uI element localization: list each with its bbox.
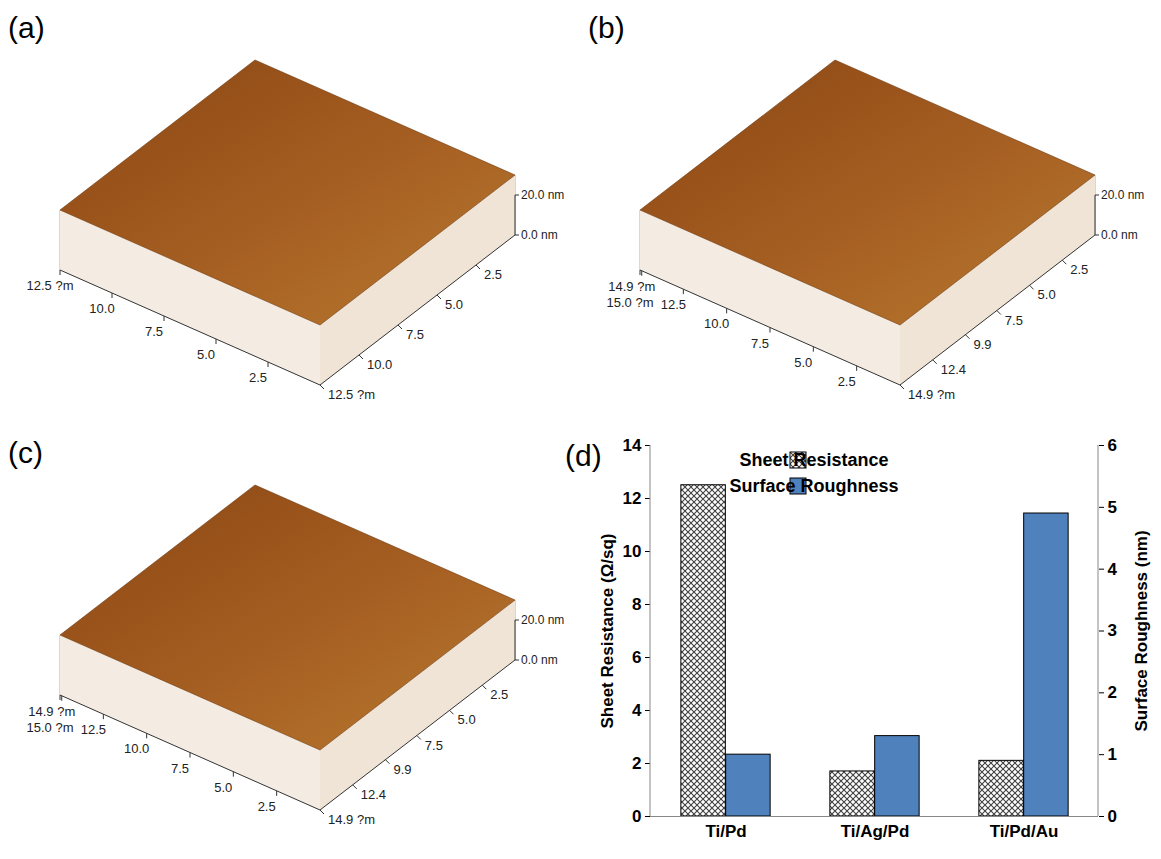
svg-text:12.4: 12.4	[361, 787, 386, 802]
svg-text:7.5: 7.5	[1005, 313, 1023, 328]
svg-text:9.9: 9.9	[393, 762, 411, 777]
svg-text:5.0: 5.0	[214, 780, 232, 795]
svg-text:12.5 ?m: 12.5 ?m	[27, 278, 74, 293]
svg-text:Sheet Resistance: Sheet Resistance	[739, 450, 888, 470]
svg-text:2: 2	[1108, 683, 1117, 702]
svg-text:2.5: 2.5	[838, 374, 856, 389]
svg-text:20.0 nm: 20.0 nm	[521, 613, 564, 627]
svg-text:7.5: 7.5	[406, 327, 424, 342]
svg-text:3: 3	[1108, 621, 1117, 640]
svg-text:10.0: 10.0	[124, 741, 149, 756]
svg-text:7.5: 7.5	[171, 761, 189, 776]
svg-text:0.0 nm: 0.0 nm	[521, 228, 558, 242]
svg-text:Sheet Resistance (Ω/sq): Sheet Resistance (Ω/sq)	[598, 533, 617, 728]
svg-text:12.5: 12.5	[661, 297, 686, 312]
svg-text:10.0: 10.0	[367, 357, 392, 372]
svg-text:20.0 nm: 20.0 nm	[521, 188, 564, 202]
svg-text:2.5: 2.5	[484, 267, 502, 282]
svg-text:14.9 ?m: 14.9 ?m	[328, 812, 375, 827]
svg-text:10.0: 10.0	[704, 316, 729, 331]
svg-text:0: 0	[1108, 807, 1117, 826]
svg-text:Ti/Pd: Ti/Pd	[705, 822, 746, 841]
svg-text:5.0: 5.0	[445, 297, 463, 312]
svg-text:14.9 ?m: 14.9 ?m	[28, 704, 75, 719]
svg-text:0.0 nm: 0.0 nm	[1101, 228, 1138, 242]
svg-text:2.5: 2.5	[258, 799, 276, 814]
svg-text:0.0 nm: 0.0 nm	[521, 653, 558, 667]
svg-text:5: 5	[1108, 498, 1117, 517]
svg-text:7.5: 7.5	[145, 324, 163, 339]
svg-text:Ti/Ag/Pd: Ti/Ag/Pd	[841, 822, 910, 841]
svg-text:12.5 ?m: 12.5 ?m	[328, 387, 375, 402]
svg-text:8: 8	[632, 595, 641, 614]
svg-text:12: 12	[623, 489, 642, 508]
svg-text:15.0 ?m: 15.0 ?m	[607, 295, 654, 310]
svg-text:5.0: 5.0	[458, 712, 476, 727]
svg-text:15.0 ?m: 15.0 ?m	[27, 720, 74, 735]
svg-text:2.5: 2.5	[1070, 262, 1088, 277]
svg-text:(a): (a)	[8, 11, 45, 44]
svg-text:1: 1	[1108, 745, 1117, 764]
svg-text:2.5: 2.5	[249, 370, 267, 385]
svg-text:6: 6	[1108, 436, 1117, 455]
svg-text:7.5: 7.5	[425, 738, 443, 753]
svg-text:14.9 ?m: 14.9 ?m	[908, 387, 955, 402]
svg-text:4: 4	[1108, 560, 1118, 579]
svg-text:(c): (c)	[8, 436, 43, 469]
svg-text:Ti/Pd/Au: Ti/Pd/Au	[990, 822, 1059, 841]
svg-text:10.0: 10.0	[89, 301, 114, 316]
svg-text:12.4: 12.4	[941, 362, 966, 377]
svg-text:14: 14	[623, 436, 642, 455]
svg-text:5.0: 5.0	[1038, 287, 1056, 302]
svg-text:7.5: 7.5	[751, 336, 769, 351]
svg-text:(b): (b)	[588, 11, 625, 44]
svg-text:4: 4	[632, 701, 642, 720]
svg-text:10: 10	[623, 542, 642, 561]
svg-text:12.5: 12.5	[81, 722, 106, 737]
svg-text:Surface Roughness (nm): Surface Roughness (nm)	[1132, 530, 1151, 731]
svg-text:Surface Roughness: Surface Roughness	[729, 476, 898, 496]
svg-text:20.0 nm: 20.0 nm	[1101, 188, 1144, 202]
svg-text:5.0: 5.0	[794, 355, 812, 370]
svg-text:(d): (d)	[565, 439, 602, 472]
svg-text:0: 0	[632, 807, 641, 826]
svg-text:6: 6	[632, 648, 641, 667]
svg-text:14.9 ?m: 14.9 ?m	[608, 279, 655, 294]
svg-text:2.5: 2.5	[490, 687, 508, 702]
svg-text:9.9: 9.9	[973, 337, 991, 352]
svg-text:2: 2	[632, 754, 641, 773]
svg-text:5.0: 5.0	[197, 347, 215, 362]
